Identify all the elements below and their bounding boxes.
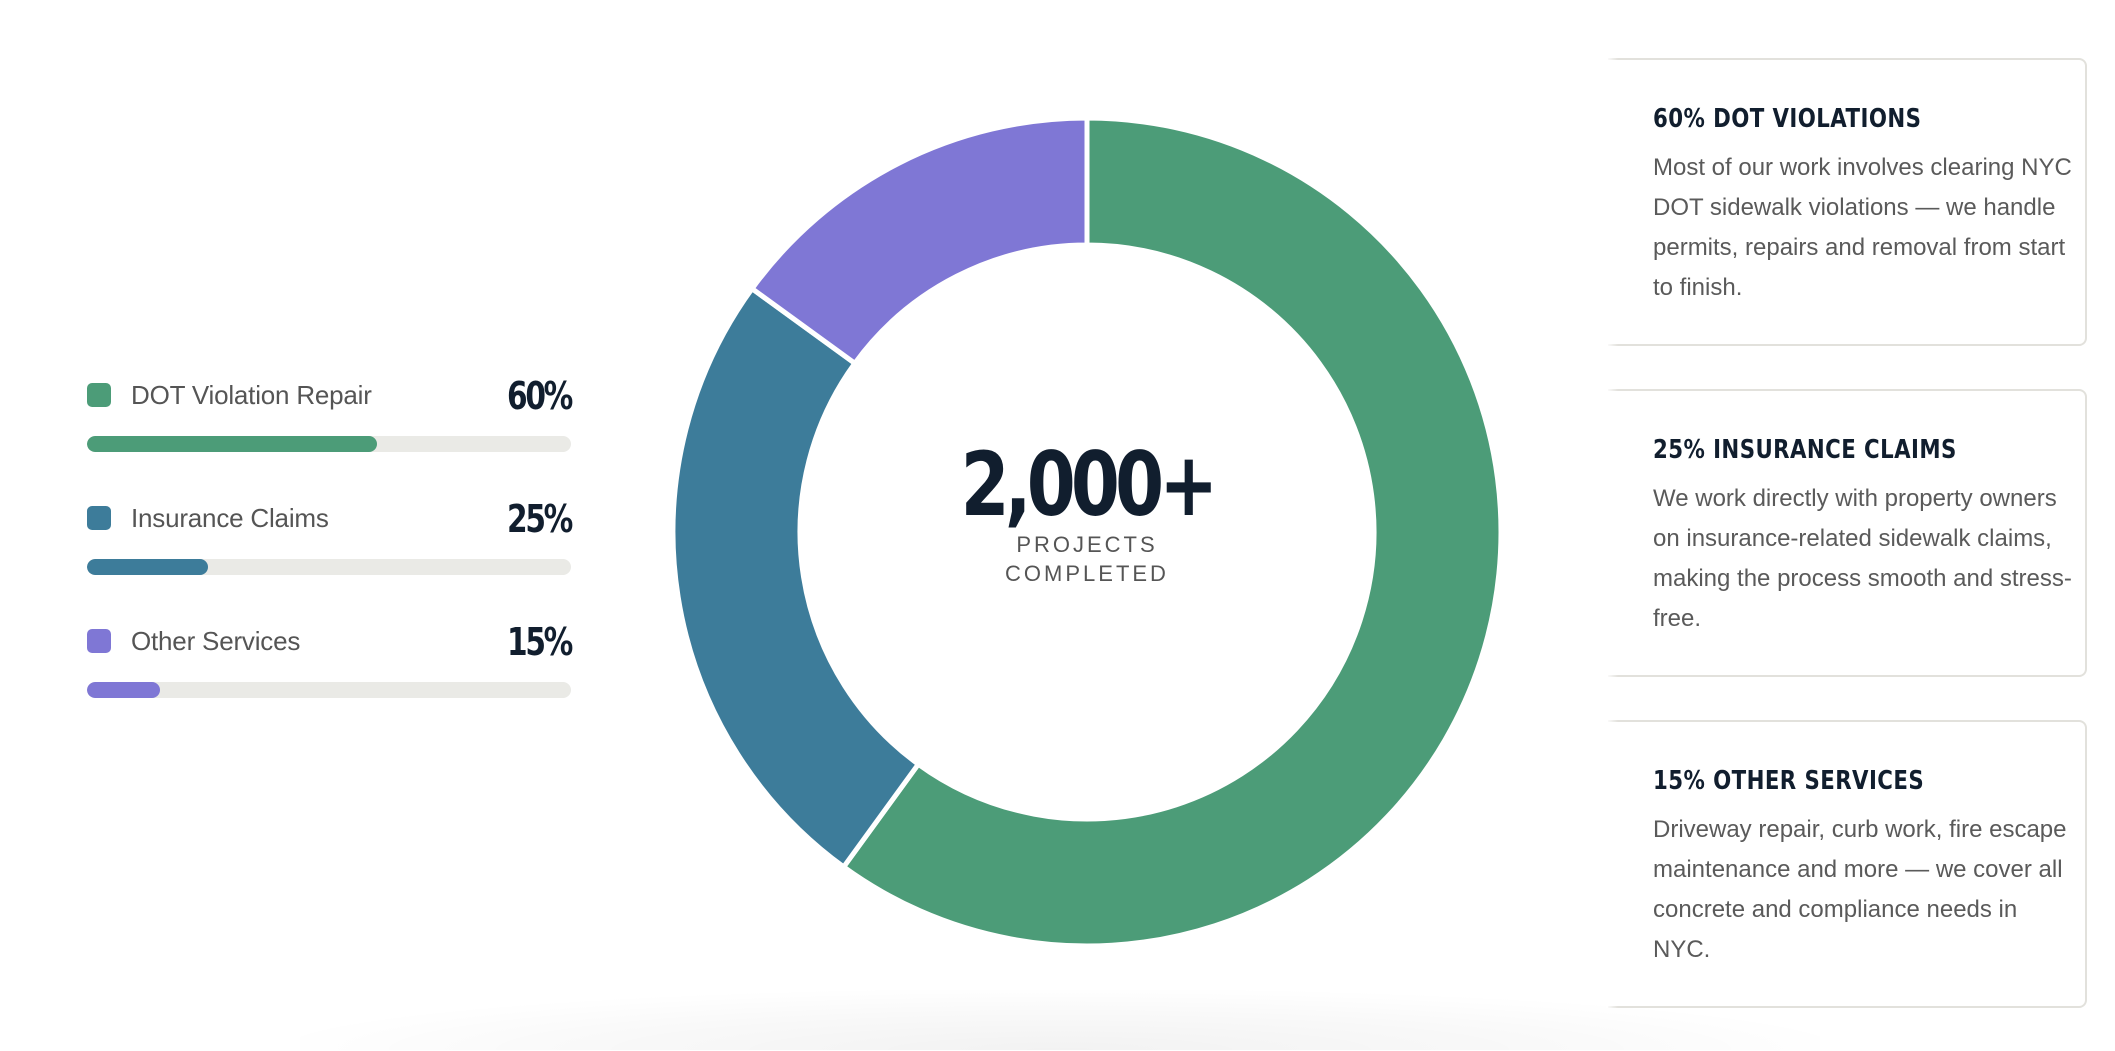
legend-item-other-services: Other Services 15% — [87, 620, 573, 745]
progress-track — [87, 559, 571, 575]
card-insurance-claims: 25% Insurance Claims We work directly wi… — [1606, 389, 2087, 677]
legend-label: Other Services — [131, 626, 301, 656]
legend-item-insurance-claims: Insurance Claims 25% — [87, 497, 573, 622]
card-dot-violations: 60% DOT Violations Most of our work invo… — [1606, 58, 2087, 346]
projects-label-line1: PROJECTS — [1016, 532, 1158, 557]
card-title: 60% DOT Violations — [1653, 104, 1922, 134]
progress-track — [87, 682, 571, 698]
card-title: 15% Other Services — [1653, 766, 1925, 796]
card-body: Driveway repair, curb work, fire escape … — [1653, 816, 2067, 963]
legend-swatch — [87, 506, 111, 530]
legend-label: Insurance Claims — [131, 503, 329, 533]
card-body: We work directly with property owners on… — [1653, 485, 2072, 632]
donut-segment-dot-violation-repair — [840, 118, 1501, 946]
progress-track — [87, 436, 571, 452]
projects-count: 2,000+ — [960, 433, 1219, 536]
card-other-services: 15% Other Services Driveway repair, curb… — [1606, 720, 2087, 1008]
projects-label-line2: COMPLETED — [1005, 561, 1169, 586]
progress-fill — [87, 436, 378, 452]
legend-percent: 60% — [507, 374, 573, 418]
card-title: 25% Insurance Claims — [1653, 435, 1957, 465]
donut-center: 2,000+ PROJECTS COMPLETED — [673, 118, 1501, 946]
donut-svg — [673, 118, 1501, 946]
legend-item-dot-violation-repair: DOT Violation Repair 60% — [87, 374, 573, 499]
donut-chart: 2,000+ PROJECTS COMPLETED — [673, 118, 1501, 946]
progress-fill — [87, 559, 208, 575]
donut-segment-other-services — [748, 118, 1090, 367]
service-cards: 60% DOT Violations Most of our work invo… — [1606, 58, 2087, 1051]
legend-percent: 15% — [507, 620, 573, 664]
progress-fill — [87, 682, 160, 698]
legend-label: DOT Violation Repair — [131, 380, 372, 410]
bottom-shadow — [300, 990, 1820, 1050]
donut-segment-insurance-claims — [673, 285, 922, 871]
legend-swatch — [87, 629, 111, 653]
legend-percent: 25% — [507, 497, 573, 541]
card-body: Most of our work involves clearing NYC D… — [1653, 154, 2072, 301]
chart-legend: DOT Violation Repair 60% Insurance Claim… — [87, 374, 573, 745]
legend-swatch — [87, 383, 111, 407]
